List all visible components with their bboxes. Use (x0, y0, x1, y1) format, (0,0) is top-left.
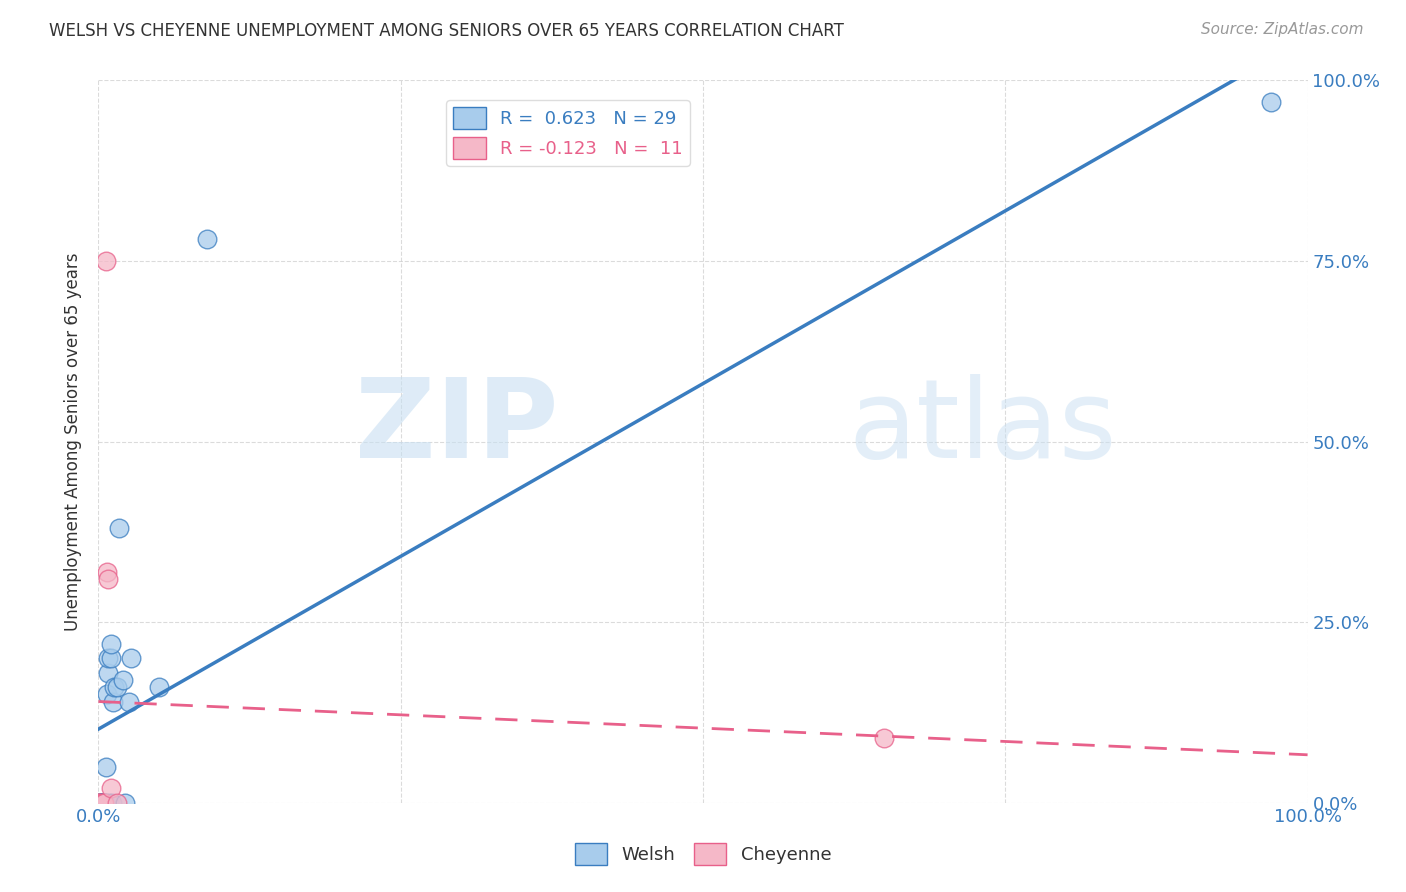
Point (94, 796, 117, 810)
Point (195, 232, 218, 246)
Point (120, 651, 142, 665)
Point (96, 565, 118, 579)
Point (90, 796, 112, 810)
Point (873, 731, 896, 745)
Point (94, 760, 117, 774)
Point (100, 637, 122, 651)
Point (101, 695, 124, 709)
Point (91, 796, 114, 810)
Point (93, 796, 115, 810)
Point (87, 796, 110, 810)
Point (148, 680, 170, 694)
Point (105, 796, 128, 810)
Point (100, 796, 122, 810)
Point (97, 665, 120, 680)
Point (108, 521, 131, 535)
Text: atlas: atlas (848, 374, 1116, 481)
Point (91, 796, 114, 810)
Point (87, 796, 110, 810)
Point (111, 673, 134, 687)
Legend: R =  0.623   N = 29, R = -0.123   N =  11: R = 0.623 N = 29, R = -0.123 N = 11 (446, 100, 690, 166)
Point (105, 680, 128, 694)
Point (89, 796, 111, 810)
Point (100, 781, 122, 796)
Point (114, 796, 136, 810)
Text: WELSH VS CHEYENNE UNEMPLOYMENT AMONG SENIORS OVER 65 YEARS CORRELATION CHART: WELSH VS CHEYENNE UNEMPLOYMENT AMONG SEN… (49, 22, 844, 40)
Point (98, 796, 121, 810)
Y-axis label: Unemployment Among Seniors over 65 years: Unemployment Among Seniors over 65 years (65, 252, 83, 631)
Point (93, 796, 115, 810)
Point (97, 572, 120, 586)
Point (91, 796, 114, 810)
Point (1260, 95, 1282, 109)
Point (90, 796, 112, 810)
Point (87, 796, 110, 810)
Point (118, 695, 141, 709)
Point (100, 651, 122, 665)
Text: ZIP: ZIP (354, 374, 558, 481)
Point (90, 796, 112, 810)
Point (91, 796, 114, 810)
Point (103, 680, 125, 694)
Legend: Welsh, Cheyenne: Welsh, Cheyenne (568, 836, 838, 872)
Point (96, 687, 118, 701)
Point (94, 253, 117, 268)
Text: Source: ZipAtlas.com: Source: ZipAtlas.com (1201, 22, 1364, 37)
Point (93, 796, 115, 810)
Point (97, 651, 120, 665)
